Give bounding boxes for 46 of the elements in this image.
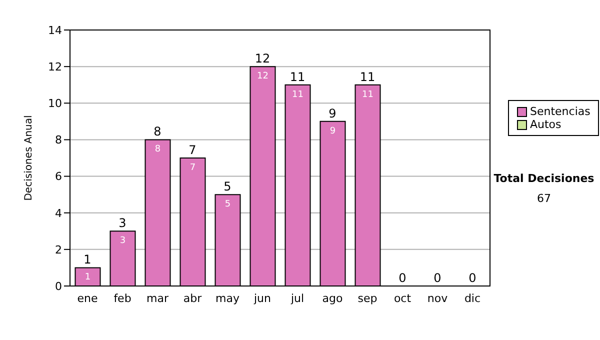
data-label: 8 <box>154 144 161 155</box>
text: 67 <box>536 192 552 205</box>
x-tick-label: nov <box>427 292 448 305</box>
data-label: 5 <box>224 200 231 210</box>
total-label: 11 <box>360 70 376 84</box>
y-tick-label: 6 <box>55 170 62 184</box>
y-tick-label: 0 <box>55 280 62 293</box>
x-tick-label: may <box>216 292 240 305</box>
x-tick-label: ago <box>322 292 343 305</box>
total-label: 1 <box>84 252 92 267</box>
total-label: 0 <box>434 271 442 285</box>
legend-label: Sentencias <box>530 105 590 118</box>
x-tick-label: jul <box>290 292 304 305</box>
y-tick-label: 14 <box>48 24 62 37</box>
data-label: 12 <box>257 72 268 82</box>
x-tick-label: dic <box>464 292 481 305</box>
x-tick-label: mar <box>146 292 169 305</box>
total-label: 7 <box>188 143 196 157</box>
x-tick-label: sep <box>358 292 378 305</box>
data-label: 11 <box>292 90 304 100</box>
x-tick-label: feb <box>114 292 132 305</box>
data-label: 7 <box>190 163 196 173</box>
total-label: 0 <box>468 271 476 285</box>
total-label: 9 <box>328 106 336 120</box>
y-tick-label: 10 <box>48 97 62 110</box>
x-tick-label: abr <box>183 292 202 305</box>
data-label: 1 <box>84 272 91 283</box>
data-label: 11 <box>362 90 374 100</box>
text: Total Decisiones <box>492 172 596 185</box>
total-label: 11 <box>290 70 306 84</box>
data-label: 3 <box>120 236 126 246</box>
total-label: 0 <box>398 271 406 285</box>
data-label: 9 <box>330 126 336 136</box>
y-tick-label: 2 <box>55 243 62 256</box>
y-tick-label: 8 <box>55 134 62 147</box>
total-label: 3 <box>118 216 126 230</box>
total-label: 8 <box>154 124 162 139</box>
total-label: 5 <box>224 180 232 194</box>
y-tick-label: 12 <box>48 60 62 74</box>
y-axis-title: Decisiones Anual <box>24 115 35 201</box>
x-tick-label: ene <box>77 292 98 305</box>
y-tick-label: 4 <box>55 206 62 220</box>
total-label: 12 <box>254 52 270 66</box>
x-tick-label: oct <box>394 292 412 305</box>
legend-label: Autos <box>530 118 562 131</box>
x-tick-label: jun <box>253 292 272 305</box>
